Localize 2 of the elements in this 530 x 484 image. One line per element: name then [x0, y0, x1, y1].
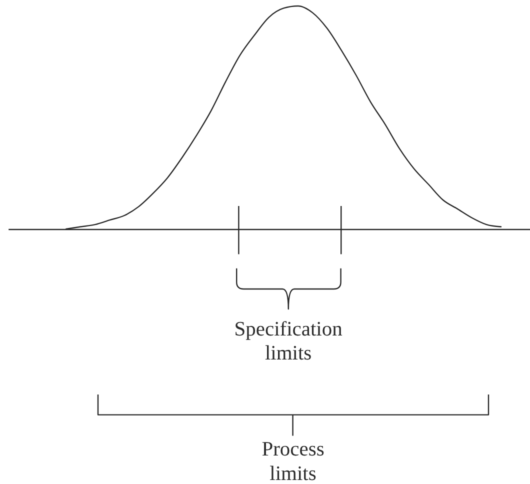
- text: Process limits: [262, 438, 324, 484]
- text: Specification limits: [234, 318, 342, 364]
